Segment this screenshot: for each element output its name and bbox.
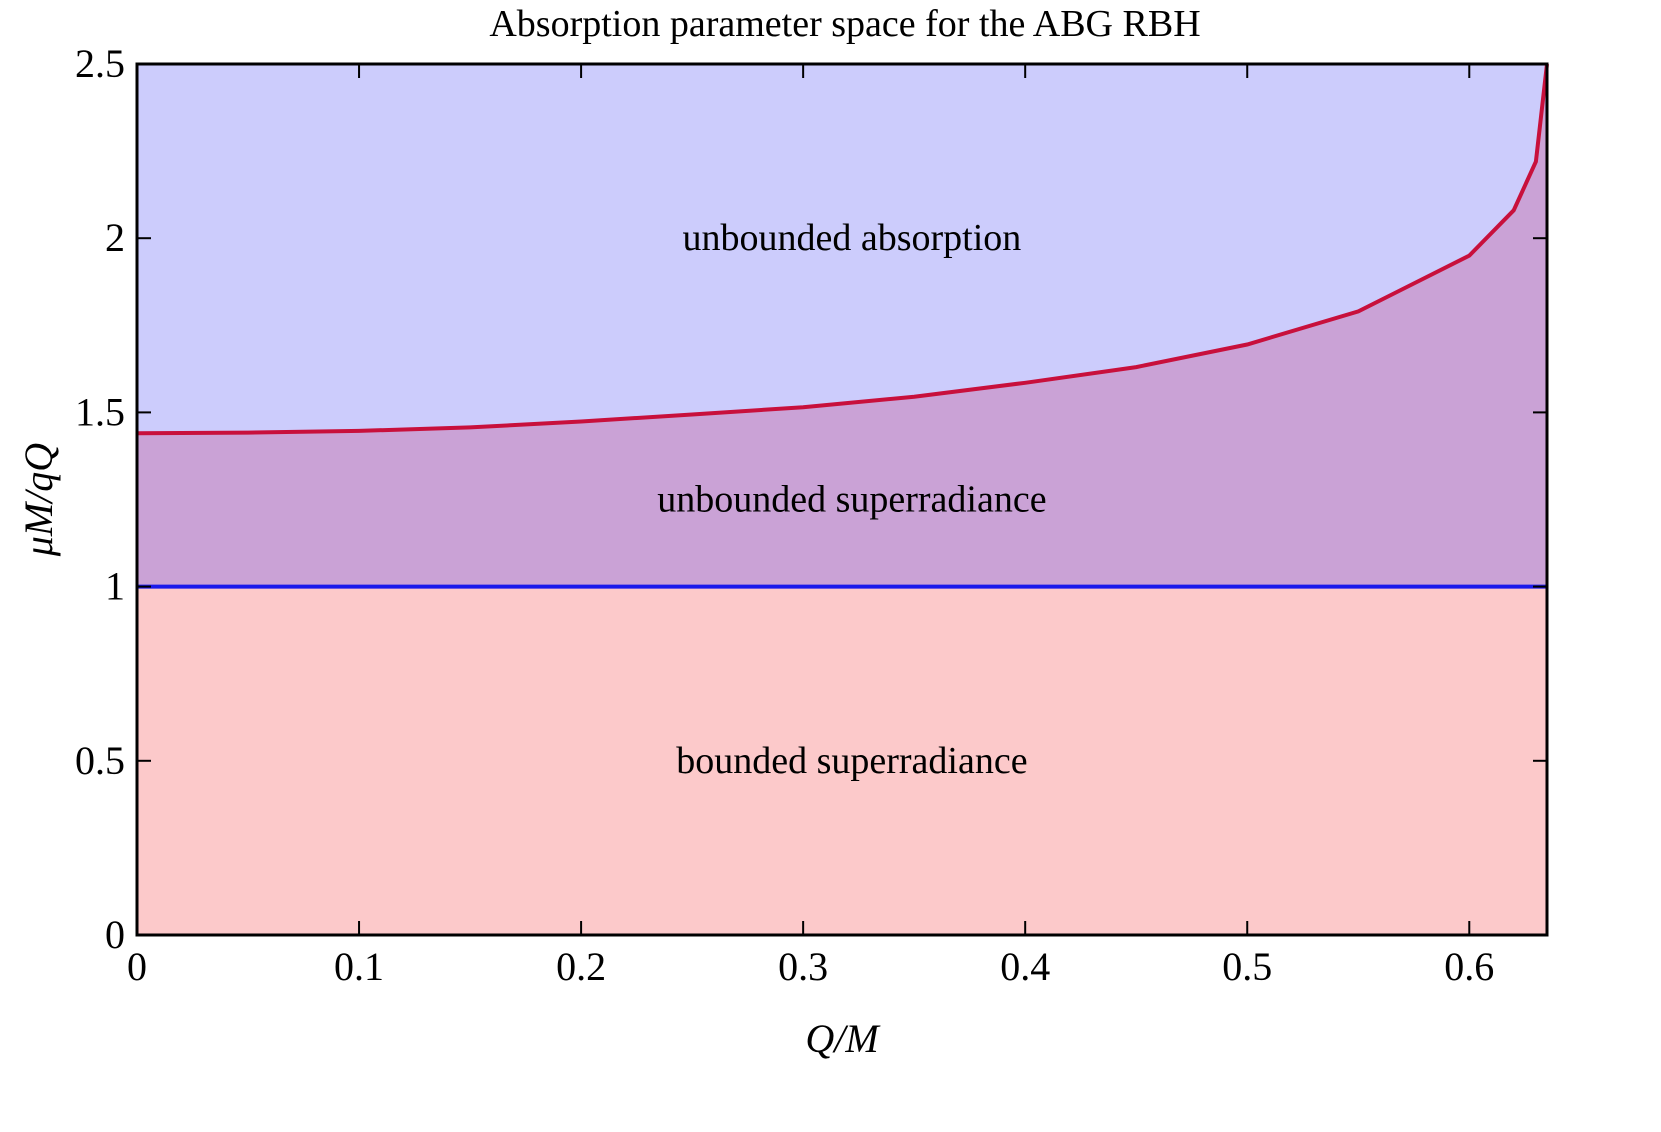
y-tick-label: 2.5 (75, 41, 125, 86)
chart-title: Absorption parameter space for the ABG R… (489, 3, 1200, 45)
x-tick-label: 0 (127, 944, 147, 989)
y-tick-label: 0 (105, 912, 125, 957)
region-label-unbounded-superradiance: unbounded superradiance (657, 479, 1046, 521)
y-tick-label: 2 (105, 215, 125, 260)
x-tick-label: 0.4 (1000, 944, 1050, 989)
x-tick-label: 0.1 (334, 944, 384, 989)
y-tick-label: 1.5 (75, 389, 125, 434)
axis-ticks: 0 0.1 0.2 0.3 0.4 0.5 0.6 0 0.5 1 1.5 2 2.5 (75, 41, 1547, 989)
region-unbounded-superradiance (137, 64, 1547, 587)
x-tick-label: 0.6 (1444, 944, 1494, 989)
y-axis-label: μM/qQ (16, 443, 61, 558)
x-axis-label: Q/M (805, 1016, 881, 1061)
y-tick-label: 1 (105, 564, 125, 609)
y-tick-label: 0.5 (75, 738, 125, 783)
critical-curve-series (136, 63, 1549, 436)
region-bounded-superradiance (137, 586, 1547, 935)
region-label-unbounded-absorption: unbounded absorption (682, 217, 1021, 259)
x-tick-label: 0.3 (778, 944, 828, 989)
plot-frame (135, 62, 1549, 937)
x-tick-label: 0.5 (1222, 944, 1272, 989)
region-label-bounded-superradiance: bounded superradiance (676, 740, 1027, 782)
x-tick-label: 0.2 (556, 944, 606, 989)
